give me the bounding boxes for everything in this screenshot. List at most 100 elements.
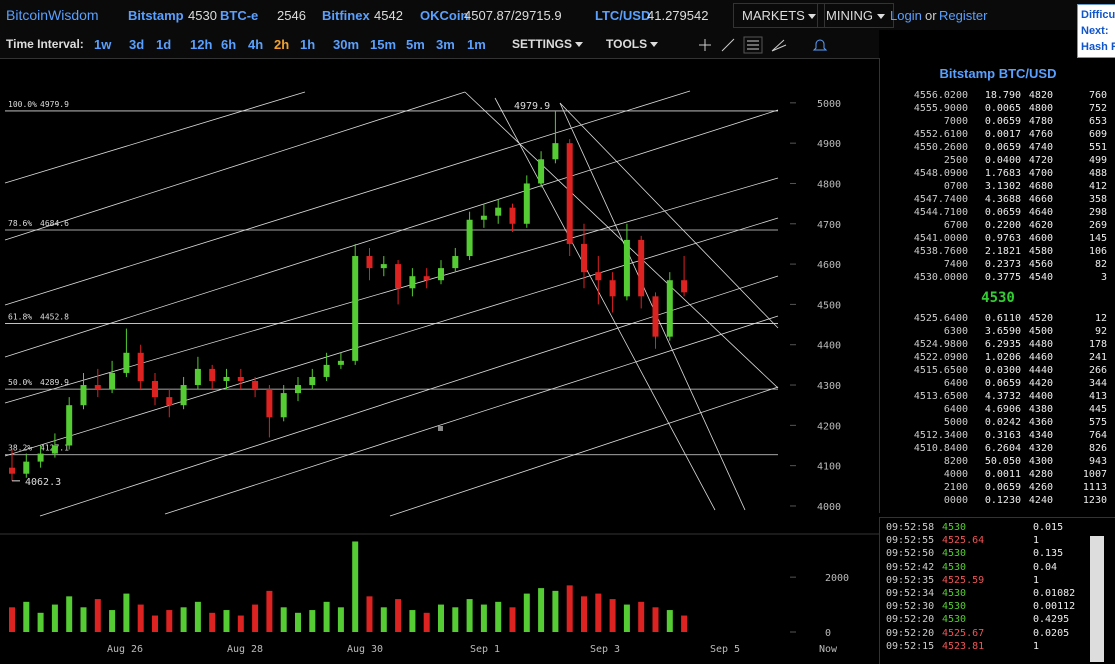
trend-line [164, 315, 779, 515]
depth-price: 4540 [1028, 272, 1053, 283]
brand[interactable]: BitcoinWisdom [6, 7, 99, 23]
icon-line[interactable] [721, 38, 735, 52]
trend-line [4, 177, 779, 404]
price: 6700 [943, 220, 968, 231]
ticker-name[interactable]: LTC/USD [595, 8, 651, 23]
depth-amount: 575 [1088, 417, 1107, 428]
fib-label: 100.0% [8, 100, 37, 109]
price: 4548.0900 [913, 168, 968, 179]
fib-value: 4684.6 [40, 219, 69, 228]
depth-price: 4600 [1028, 233, 1053, 244]
icon-box[interactable] [743, 36, 763, 54]
candle-body [123, 352, 130, 373]
scrollbar[interactable] [1090, 536, 1104, 662]
bid-row: 4515.6500 0.0300 4440 266 [880, 365, 1115, 378]
volume-bar [352, 541, 359, 632]
trade-price: 4530 [942, 588, 967, 599]
icon-cross[interactable] [699, 39, 711, 51]
price: 4556.0200 [913, 90, 968, 101]
ask-row: 4552.6100 0.0017 4760 609 [880, 129, 1115, 142]
trade-time: 09:52:30 [886, 601, 935, 613]
interval-button[interactable]: 15m [370, 37, 397, 52]
depth-amount: 1230 [1082, 495, 1107, 506]
tool-icons[interactable] [690, 34, 840, 56]
depth-price: 4720 [1028, 155, 1053, 166]
depth-price: 4760 [1028, 129, 1053, 140]
trend-line [4, 109, 779, 358]
y-tick-label: 4200 [817, 421, 841, 432]
menu-button[interactable]: MARKETS [733, 3, 826, 28]
candle-body [509, 207, 516, 224]
candle-body [94, 385, 101, 390]
icon-fan[interactable] [771, 39, 787, 52]
candle-body [352, 256, 359, 361]
chart: 5000 4900 4800 4700 4600 4500 4400 4300 4200 4100… [0, 90, 879, 655]
toolbar-menu[interactable]: SETTINGS [512, 37, 584, 51]
amount: 0.0659 [984, 207, 1021, 218]
ticker-name[interactable]: OKCoin [420, 8, 469, 23]
volume-bar [581, 596, 587, 632]
candle-body [237, 376, 244, 382]
register-link[interactable]: Register [939, 8, 988, 23]
amount: 0.0659 [984, 378, 1021, 389]
cursor-marker [438, 426, 443, 431]
interval-button[interactable]: 6h [221, 37, 237, 52]
icon-alert[interactable] [812, 39, 828, 51]
trend-line [389, 386, 779, 517]
amount: 0.2373 [984, 259, 1021, 270]
interval-button[interactable]: 4h [248, 37, 264, 52]
price: 4538.7600 [913, 246, 968, 257]
volume-bar [538, 588, 545, 632]
interval-button[interactable]: 1m [467, 37, 486, 52]
depth-amount: 488 [1088, 168, 1107, 179]
price: 6400 [943, 404, 968, 415]
ticker-name[interactable]: Bitstamp [128, 8, 184, 23]
toolbar-menu[interactable]: TOOLS [606, 37, 659, 51]
volume-bar [180, 607, 187, 632]
interval-button[interactable]: 1w [94, 37, 112, 52]
x-tick-label: Aug 30 [347, 644, 383, 655]
candle-body [395, 264, 402, 289]
icon-fib[interactable] [747, 40, 759, 50]
interval-button[interactable]: 3m [436, 37, 455, 52]
interval-button[interactable]: 3d [129, 37, 145, 52]
interval-button[interactable]: 1d [156, 37, 172, 52]
trend-line [4, 90, 691, 306]
y-tick-label: 4100 [817, 462, 841, 473]
volume-bar [252, 604, 259, 632]
bid-row: 6400 0.0659 4420 344 [880, 378, 1115, 391]
candle-body [80, 385, 87, 406]
login-link[interactable]: Login [890, 8, 922, 23]
ticker-name[interactable]: BTC-e [220, 8, 259, 23]
amount: 4.3732 [984, 391, 1021, 402]
amount: 3.6590 [984, 326, 1021, 337]
depth-amount: 145 [1088, 233, 1107, 244]
ticker-price: 4507.87/29715.9 [464, 8, 562, 23]
candle-body [552, 143, 559, 160]
depth-amount: 1007 [1082, 469, 1107, 480]
depth-price: 4440 [1028, 365, 1053, 376]
bid-row: 4524.9800 6.2935 4480 178 [880, 339, 1115, 352]
depth-amount: 266 [1088, 365, 1107, 376]
interval-button[interactable]: 12h [190, 37, 213, 52]
x-tick-label: Aug 26 [107, 644, 143, 655]
interval-button[interactable]: 5m [406, 37, 425, 52]
candle-body [638, 239, 645, 297]
volume-bar [209, 612, 216, 632]
amount: 18.790 [984, 90, 1021, 101]
trade-amount: 0.0205 [1033, 627, 1070, 639]
interval-button[interactable]: 30m [333, 37, 360, 52]
candle-body [438, 268, 444, 281]
menu-button[interactable]: MINING [817, 3, 894, 28]
y-tick-label: 4400 [817, 341, 841, 352]
ask-row: 4541.0000 0.9763 4600 145 [880, 233, 1115, 246]
trade-price: 4530 [942, 548, 967, 560]
volume-bar [266, 590, 273, 632]
depth-price: 4700 [1028, 168, 1053, 179]
ticker-name[interactable]: Bitfinex [322, 8, 370, 23]
price: 4510.8400 [913, 443, 968, 454]
interval-button[interactable]: 1h [300, 37, 316, 52]
depth-amount: 760 [1088, 90, 1107, 101]
amount: 0.0017 [984, 129, 1021, 140]
interval-button[interactable]: 2h [274, 37, 290, 52]
